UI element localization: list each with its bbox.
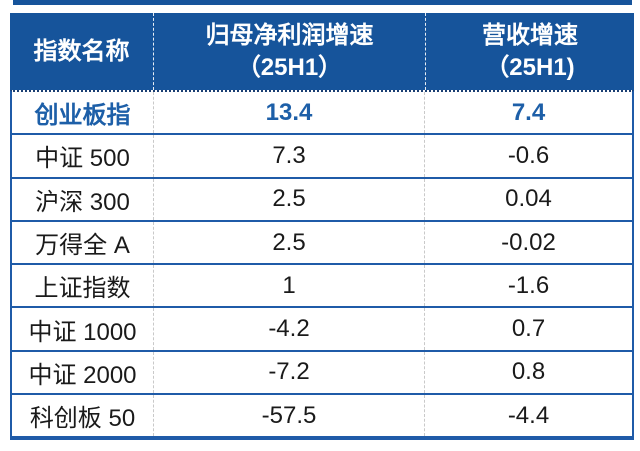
- revenue-growth-cell: -4.4: [424, 395, 632, 437]
- index-name-cell: 上证指数: [34, 275, 131, 303]
- profit-growth-cell: 2.5: [153, 221, 424, 264]
- index-name-cell: 中证 1000: [28, 318, 137, 346]
- index-name-cell: 沪深 300: [35, 188, 130, 216]
- header-profit-growth-line2: （25H1）: [236, 53, 343, 81]
- profit-growth-cell: -4.2: [153, 308, 424, 350]
- table-row-csi2000: 中证 2000 -7.2 0.8: [12, 351, 632, 396]
- index-name-cell: 创业板指: [34, 102, 131, 130]
- revenue-growth-cell: 0.8: [424, 351, 632, 394]
- table-body: 创业板指 13.4 7.4 中证 500 7.3 -0.6 沪深 300 2.5…: [10, 90, 634, 441]
- profit-growth-cell: 7.3: [153, 135, 424, 177]
- revenue-growth-cell: -1.6: [424, 265, 632, 307]
- index-name-cell: 中证 500: [35, 145, 130, 173]
- profit-growth-cell: 2.5: [153, 178, 424, 220]
- profit-growth-cell: 1: [153, 265, 424, 307]
- profit-growth-cell: 13.4: [153, 92, 424, 134]
- table-row-star50: 科创板 50 -57.5 -4.4: [12, 395, 632, 437]
- revenue-growth-cell: -0.6: [424, 135, 632, 177]
- header-index-name: 指数名称: [10, 13, 153, 90]
- index-name-cell: 万得全 A: [35, 232, 130, 260]
- table-row-chinext: 创业板指 13.4 7.4: [12, 92, 632, 136]
- header-index-name-label: 指数名称: [33, 37, 130, 65]
- revenue-growth-cell: 0.04: [424, 178, 632, 220]
- table-header-row: 指数名称 归母净利润增速 （25H1） 营收增速 （25H1): [10, 13, 634, 90]
- revenue-growth-cell: 7.4: [424, 92, 632, 134]
- table-row-csi1000: 中证 1000 -4.2 0.7: [12, 308, 632, 352]
- profit-growth-cell: -7.2: [153, 351, 424, 394]
- revenue-growth-cell: -0.02: [424, 221, 632, 264]
- table-top-accent-bar: [13, 0, 632, 5]
- header-revenue-growth: 营收增速 （25H1): [425, 13, 634, 90]
- table-row-sse-composite: 上证指数 1 -1.6: [12, 265, 632, 309]
- header-revenue-growth-line2: （25H1): [485, 53, 575, 81]
- table-row-wind-all-a: 万得全 A 2.5 -0.02: [12, 221, 632, 266]
- profit-growth-cell: -57.5: [153, 395, 424, 437]
- index-name-cell: 科创板 50: [29, 405, 136, 433]
- index-growth-table: 指数名称 归母净利润增速 （25H1） 营收增速 （25H1) 创业板指 13.…: [10, 13, 634, 441]
- header-revenue-growth-line1: 营收增速: [482, 21, 578, 49]
- header-profit-growth: 归母净利润增速 （25H1）: [153, 13, 425, 90]
- header-profit-growth-line1: 归母净利润增速: [205, 21, 374, 49]
- table-row-csi500: 中证 500 7.3 -0.6: [12, 135, 632, 179]
- revenue-growth-cell: 0.7: [424, 308, 632, 350]
- table-row-hs300: 沪深 300 2.5 0.04: [12, 178, 632, 222]
- index-name-cell: 中证 2000: [28, 361, 137, 389]
